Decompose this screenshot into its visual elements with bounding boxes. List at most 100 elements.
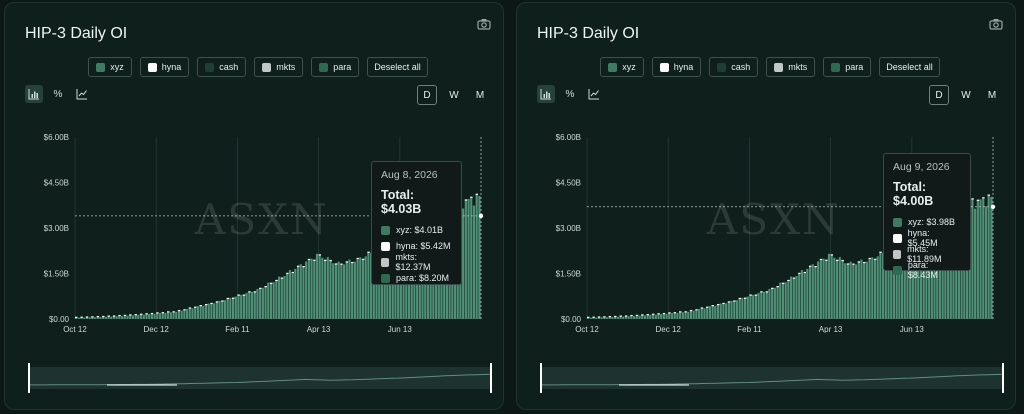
oi-bar [987,195,990,319]
oi-bar [296,266,300,319]
oi-bar [88,317,91,319]
oi-bar [115,316,118,319]
oi-bar [868,258,871,319]
legend-item-xyz[interactable]: xyz [600,57,644,77]
tooltip-row-xyz: xyz: $3.98B [893,214,960,230]
y-tick-label: $3.00B [44,224,69,233]
legend-label: mkts [788,62,808,72]
oi-bar [600,317,603,319]
percent-icon[interactable]: % [53,88,63,100]
oi-bar [83,317,86,319]
navigator-handle-right[interactable] [490,363,492,393]
oi-bar [93,317,97,319]
oi-bar [318,255,321,319]
oi-bar [781,283,785,319]
oi-bar [99,317,102,319]
oi-bar [226,298,229,319]
legend-item-cash[interactable]: cash [197,57,247,77]
period-day-button[interactable]: D [417,85,437,105]
oi-bar [367,252,370,319]
oi-bar [651,314,655,319]
oi-bar [478,195,481,319]
legend-item-xyz[interactable]: xyz [88,57,132,77]
y-tick-label: $4.50B [44,179,69,188]
oi-bar [795,275,798,319]
legend-item-mkts[interactable]: mkts [766,57,816,77]
bar-cap [836,259,839,261]
bar-cap [798,272,801,274]
period-day-button[interactable]: D [929,85,949,105]
percent-icon[interactable]: % [565,88,575,100]
period-month-button[interactable]: M [475,89,485,101]
oi-bar [892,248,896,319]
oi-bar [676,312,679,319]
legend-label: cash [731,62,751,72]
oi-bar [633,316,636,319]
bar-cap [188,307,192,309]
line-chart-icon[interactable] [73,85,91,103]
line-chart-icon[interactable] [585,85,603,103]
bar-cap [841,259,844,262]
legend-item-para[interactable]: para [823,57,872,77]
bar-cap [614,315,617,318]
navigator-handle-right[interactable] [1002,363,1004,393]
oi-bar [863,262,866,319]
legend-item-hyna[interactable]: hyna [139,57,190,77]
oi-bar [773,287,776,319]
oi-bar [700,308,703,319]
swatch-para [893,265,902,275]
oi-bar [589,317,592,319]
bar-cap [80,316,83,318]
period-week-button[interactable]: W [449,89,459,101]
navigator-handle-left[interactable] [28,363,30,393]
camera-icon[interactable] [987,15,1005,33]
oi-bar [223,300,227,319]
oi-bar [342,264,346,319]
bar-cap [646,314,649,316]
bar-cap [296,265,300,267]
period-week-button[interactable]: W [961,89,971,101]
bar-cap [204,304,208,306]
tooltip-total: Total: $4.03B [381,188,422,216]
camera-icon[interactable] [475,15,493,33]
oi-bar [167,312,170,319]
bar-chart-icon[interactable] [537,85,555,103]
bar-cap [75,316,78,318]
oi-bar [814,267,817,319]
bar-cap [161,312,165,314]
oi-bar [337,261,340,319]
legend-item-para[interactable]: para [311,57,360,77]
bar-chart-icon[interactable] [25,85,43,103]
range-navigator[interactable] [539,363,1005,393]
y-tick-label: $0.00 [49,315,70,324]
oi-bar [191,308,194,319]
bar-cap [700,307,704,309]
bar-cap [597,316,601,318]
navigator-handle-left[interactable] [540,363,542,393]
x-tick-label: Apr 13 [819,325,843,333]
bar-cap [863,261,866,264]
oi-bar [185,309,189,319]
legend-item-mkts[interactable]: mkts [254,57,304,77]
oi-bar [269,283,273,319]
oi-bar [129,315,132,319]
bar-cap [356,257,359,260]
bar-cap [291,271,294,274]
legend-item-cash[interactable]: cash [709,57,759,77]
bar-cap [635,314,639,316]
oi-bar [982,198,985,319]
oi-bar [733,301,736,319]
deselect-all-button[interactable]: Deselect all [367,57,428,77]
oi-bar [624,316,628,319]
bar-cap [651,313,655,315]
range-navigator[interactable] [27,363,493,393]
oi-bar [716,305,720,319]
oi-bar [104,316,107,319]
bar-cap [129,314,132,316]
oi-bar [202,305,205,319]
oi-bar [364,256,367,319]
legend-item-hyna[interactable]: hyna [651,57,702,77]
period-month-button[interactable]: M [987,89,997,101]
legend-label: xyz [622,62,636,72]
deselect-all-button[interactable]: Deselect all [879,57,940,77]
